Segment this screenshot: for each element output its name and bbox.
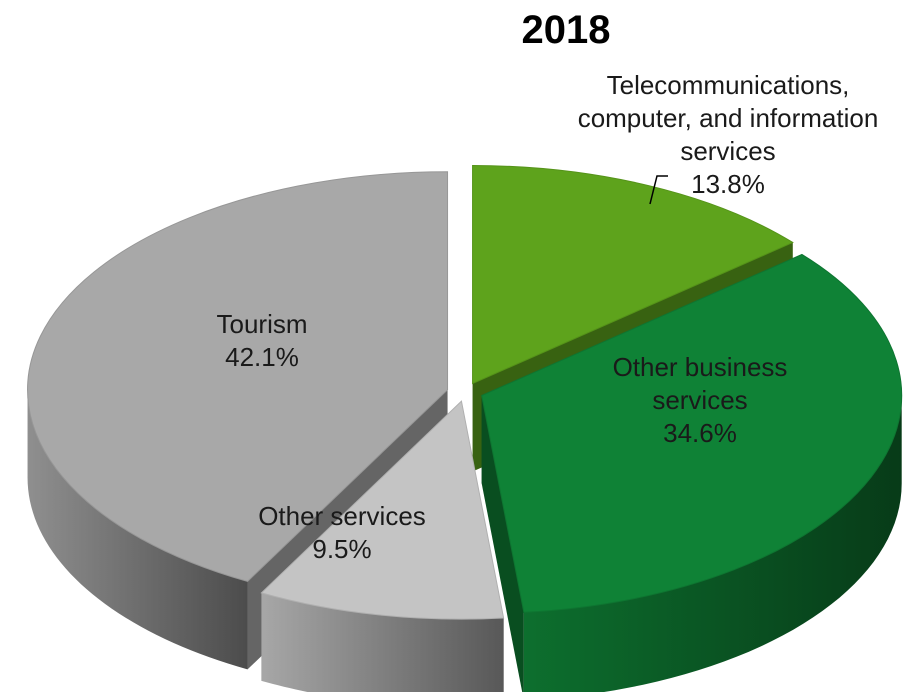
pie-slice-top bbox=[260, 400, 505, 620]
pie-slice-2 bbox=[260, 400, 505, 692]
pie-slice-rim bbox=[27, 389, 248, 670]
leader-line bbox=[649, 175, 668, 205]
pie-label-line: Telecommunications, bbox=[607, 70, 850, 100]
pie-slice-rim bbox=[523, 395, 902, 692]
chart-title: 2018 bbox=[522, 8, 611, 52]
pie-label-line: services bbox=[652, 385, 747, 415]
pie-label-line: Other business bbox=[613, 352, 788, 382]
pie-label-value: 42.1% bbox=[225, 342, 299, 372]
pie-slice-1 bbox=[481, 253, 903, 692]
pie-label-value: 13.8% bbox=[691, 169, 765, 199]
pie-label-3: Tourism 42.1% bbox=[216, 309, 307, 372]
pie-label-1: Other business services 34.6% bbox=[613, 352, 788, 448]
pie-slices bbox=[27, 165, 903, 692]
pie-label-line: Tourism bbox=[216, 309, 307, 339]
pie-label-2: Other services 9.5% bbox=[258, 501, 426, 564]
pie-label-line: services bbox=[680, 136, 775, 166]
pie-slice-top bbox=[481, 253, 903, 613]
pie-slice-wall bbox=[481, 395, 524, 692]
pie-slice-top bbox=[27, 171, 449, 582]
pie-slice-rim bbox=[261, 592, 504, 692]
pie-label-value: 9.5% bbox=[312, 534, 371, 564]
pie-slice-top bbox=[472, 165, 794, 385]
pie-label-0: Telecommunications, computer, and informa… bbox=[578, 70, 879, 199]
pie-label-line: Other services bbox=[258, 501, 426, 531]
pie-label-value: 34.6% bbox=[663, 418, 737, 448]
pie-label-line: computer, and information bbox=[578, 103, 879, 133]
pie-labels: Telecommunications, computer, and informa… bbox=[216, 70, 878, 564]
